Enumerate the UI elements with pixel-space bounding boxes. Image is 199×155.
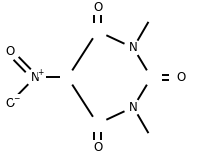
- Text: N: N: [30, 71, 39, 84]
- Text: O: O: [93, 1, 102, 14]
- Text: −: −: [13, 94, 20, 103]
- Text: N: N: [129, 101, 138, 114]
- Text: O: O: [5, 45, 14, 58]
- Text: O: O: [177, 71, 186, 84]
- Text: O: O: [93, 141, 102, 154]
- Text: N: N: [129, 41, 138, 54]
- Text: O: O: [5, 97, 14, 110]
- Text: +: +: [38, 69, 44, 78]
